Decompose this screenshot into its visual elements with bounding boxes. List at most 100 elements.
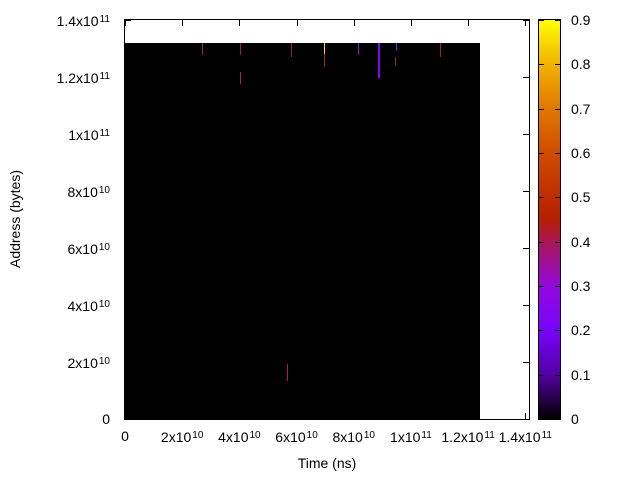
tick-exponent: 11 [99, 71, 110, 82]
colorbar-tick [539, 108, 544, 110]
x-tick-label: 2x1010 [160, 429, 204, 445]
y-tick [125, 77, 131, 78]
x-tick-label: 1x1011 [390, 429, 432, 445]
y-tick [125, 248, 131, 249]
x-tick-label: 8x1010 [332, 429, 375, 445]
y-tick-label: 8x1010 [67, 184, 110, 200]
y-tick-label: 1.4x1011 [56, 13, 110, 29]
colorbar-tick-label: 0.9 [571, 12, 591, 28]
heatmap-mark [201, 42, 203, 55]
tick-exponent: 11 [99, 128, 110, 139]
plot-area [124, 19, 530, 420]
colorbar-tick [539, 286, 544, 287]
y-tick-label: 6x1010 [67, 241, 110, 257]
x-tick-label: 4x1010 [218, 429, 261, 445]
x-tick-mirror [296, 20, 298, 26]
colorbar-tick-label: 0.1 [571, 366, 591, 383]
colorbar-tick-label: 0.5 [571, 189, 591, 206]
tick-exponent: 10 [363, 430, 375, 441]
y-tick-mirror [523, 419, 529, 420]
colorbar-tick-label: 0.7 [571, 100, 591, 117]
colorbar-tick [539, 64, 544, 66]
heatmap-mark [395, 57, 397, 66]
tick-exponent: 10 [98, 356, 110, 367]
x-tick-mirror [182, 20, 184, 26]
heatmap-mark [377, 42, 380, 79]
heatmap-mark [323, 42, 325, 54]
heatmap-mark [323, 53, 325, 68]
x-tick [410, 413, 412, 419]
y-tick [125, 191, 131, 192]
x-axis-title: Time (ns) [297, 455, 357, 471]
colorbar-tick [539, 197, 544, 199]
y-tick-mirror [523, 77, 529, 78]
heatmap-mark [286, 364, 288, 381]
colorbar-tick-label: 0.8 [571, 56, 591, 73]
colorbar-tick-label: 0.6 [571, 145, 591, 161]
x-tick-mirror [525, 20, 527, 26]
y-tick-label: 1x1011 [68, 127, 110, 143]
colorbar-tick [539, 374, 544, 376]
y-tick-mirror [523, 191, 529, 192]
heatmap-mark [291, 42, 293, 57]
y-tick [125, 419, 131, 420]
x-tick-mirror [239, 20, 241, 26]
colorbar-tick-mirror [555, 20, 560, 21]
y-tick-label: 1.2x1011 [56, 70, 110, 86]
y-tick [125, 20, 131, 21]
y-tick-mirror [523, 20, 529, 21]
heatmap-mark [439, 42, 441, 58]
colorbar [538, 19, 561, 420]
colorbar-tick [539, 330, 544, 332]
heatmap-mark [239, 42, 241, 55]
colorbar-tick [539, 419, 544, 420]
y-tick-label: 2x1010 [67, 355, 110, 371]
colorbar-tick-label: 0.3 [571, 278, 591, 294]
heatmap-data-region [125, 42, 481, 419]
colorbar-tick-mirror [555, 153, 560, 154]
x-tick [353, 413, 355, 419]
x-tick [468, 413, 470, 419]
y-axis-title: Address (bytes) [7, 169, 23, 269]
tick-exponent: 10 [98, 242, 110, 253]
heatmap-mark [396, 42, 398, 51]
colorbar-tick [539, 241, 544, 243]
x-tick [525, 413, 527, 419]
y-tick-mirror [523, 248, 529, 249]
tick-exponent: 11 [484, 430, 495, 441]
tick-exponent: 10 [192, 430, 204, 441]
y-tick-label: 4x1010 [67, 298, 110, 314]
colorbar-tick-mirror [555, 330, 560, 332]
x-tick-mirror [125, 20, 126, 26]
x-tick-label: 6x1010 [275, 429, 318, 445]
colorbar-tick-mirror [555, 64, 560, 66]
x-tick [125, 413, 126, 419]
tick-exponent: 11 [99, 14, 110, 25]
tick-exponent: 11 [541, 430, 552, 441]
y-tick-mirror [523, 305, 529, 306]
tick-exponent: 10 [98, 185, 110, 196]
y-tick [125, 134, 131, 135]
x-tick-label: 0 [121, 428, 129, 444]
colorbar-tick-label: 0.2 [571, 322, 591, 339]
heatmap-mark [239, 72, 241, 84]
y-tick [125, 305, 131, 306]
colorbar-tick [539, 20, 544, 21]
x-tick-label: 1.2x1011 [441, 429, 495, 445]
colorbar-tick-mirror [555, 419, 560, 420]
tick-exponent: 11 [421, 430, 432, 441]
y-tick-mirror [523, 134, 529, 135]
y-tick [125, 362, 131, 363]
x-tick [296, 413, 298, 419]
colorbar-gradient [539, 20, 560, 419]
colorbar-tick-mirror [555, 286, 560, 287]
tick-exponent: 10 [306, 430, 318, 441]
colorbar-tick-label: 0.4 [571, 233, 591, 250]
x-tick-mirror [410, 20, 412, 26]
x-tick-mirror [353, 20, 355, 26]
heatmap-mark [357, 42, 359, 55]
colorbar-tick-mirror [555, 374, 560, 376]
colorbar-tick [539, 153, 544, 154]
colorbar-tick-mirror [555, 197, 560, 199]
